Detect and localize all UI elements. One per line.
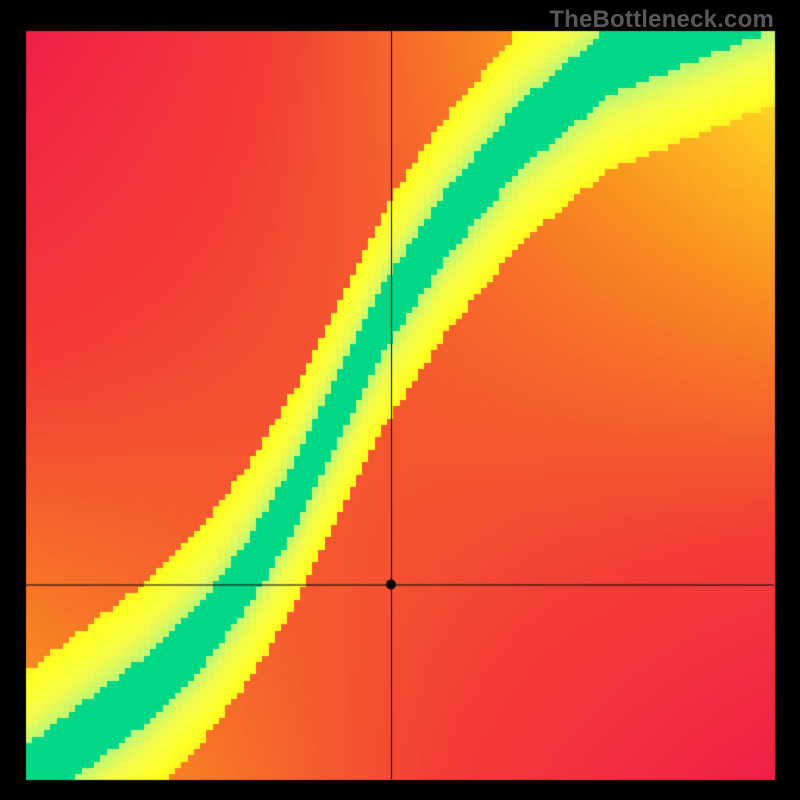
watermark-text: TheBottleneck.com (549, 6, 774, 34)
bottleneck-heatmap (0, 0, 800, 800)
chart-container: TheBottleneck.com (0, 0, 800, 800)
